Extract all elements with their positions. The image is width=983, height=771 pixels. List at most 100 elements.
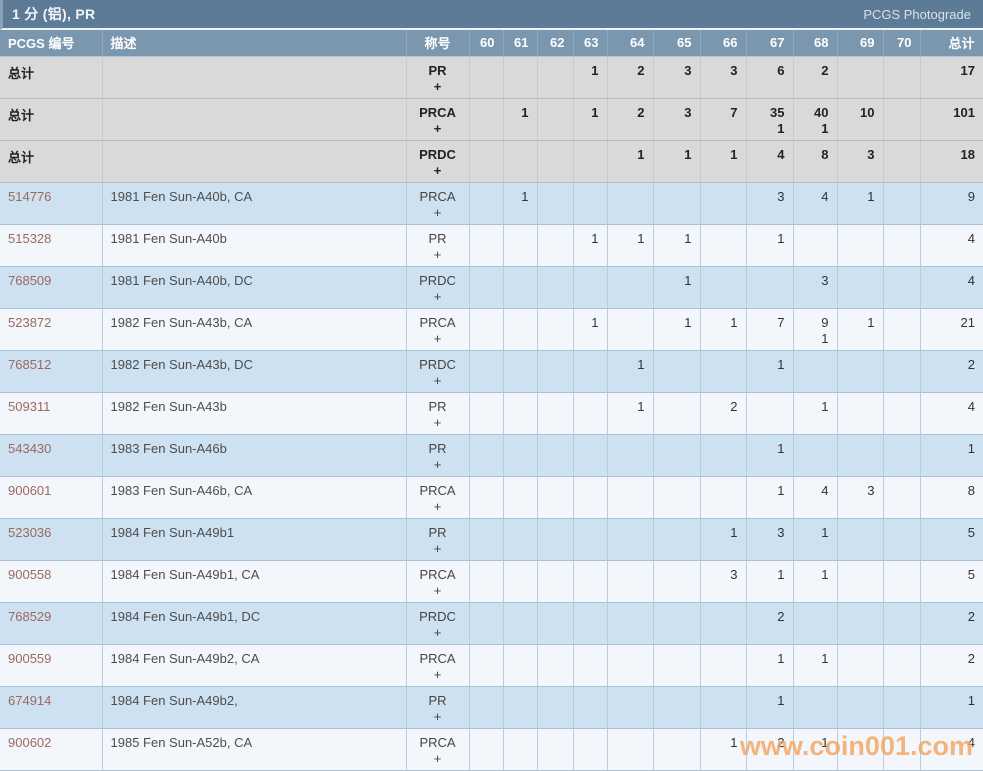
grade-cell-62 (536, 434, 574, 477)
grade-cell-66 (699, 434, 747, 477)
grade-cell-69: 3 (836, 140, 884, 183)
designation-cell: PRCA + (405, 308, 470, 351)
description-cell: 1984 Fen Sun-A49b1 (101, 518, 407, 561)
grade-cell-70 (882, 392, 921, 435)
designation-cell: PR + (405, 518, 470, 561)
grade-cell-65 (652, 560, 701, 603)
col-header-total: 总计 (920, 30, 983, 57)
grade-cell-68: 3 (792, 266, 838, 309)
grade-cell-68 (792, 434, 838, 477)
grade-cell-70 (882, 518, 921, 561)
grade-cell-63 (572, 686, 608, 729)
table-row: 674914 1984 Fen Sun-A49b2, PR + 1 1 (0, 686, 983, 729)
grade-cell-64: 1 (606, 350, 654, 393)
col-header-65: 65 (653, 30, 701, 57)
pcgs-number-link[interactable]: 509311 (8, 398, 51, 414)
grade-cell-66 (699, 350, 747, 393)
total-cell: 5 (919, 560, 983, 603)
description-cell: 1983 Fen Sun-A46b, CA (101, 476, 407, 519)
grade-cell-69 (836, 644, 884, 687)
grade-cell-66: 1 (699, 518, 747, 561)
grade-cell-63 (572, 728, 608, 771)
grade-cell-60 (468, 518, 504, 561)
pcgs-number-cell: 900602 (0, 728, 103, 771)
total-row: 总计 PRDC +1 1 1 4 8 3 18 (0, 140, 983, 183)
description-cell: 1984 Fen Sun-A49b1, DC (101, 602, 407, 645)
grade-cell-68: 1 (792, 728, 838, 771)
pcgs-number-link[interactable]: 523872 (8, 314, 52, 330)
grade-cell-70 (882, 560, 921, 603)
pcgs-number-link[interactable]: 523036 (8, 524, 52, 540)
table-row: 900602 1985 Fen Sun-A52b, CA PRCA + 1 2 1 4 (0, 728, 983, 771)
grade-cell-67: 1 (745, 434, 794, 477)
grade-cell-65 (652, 728, 701, 771)
grade-cell-70 (882, 728, 921, 771)
pcgs-photograde-link[interactable]: PCGS Photograde (863, 6, 971, 22)
grade-cell-67: 3 (745, 518, 794, 561)
pcgs-number-link[interactable]: 543430 (8, 440, 52, 456)
col-header-70: 70 (883, 30, 921, 57)
grade-cell-60 (468, 434, 504, 477)
grade-cell-68: 1 (792, 560, 838, 603)
grade-cell-63 (572, 434, 608, 477)
pcgs-number-link[interactable]: 900558 (8, 566, 52, 582)
total-cell: 18 (919, 140, 983, 183)
grade-cell-68 (792, 602, 838, 645)
grade-cell-60 (468, 182, 504, 225)
grade-cell-63: 1 (572, 56, 608, 99)
designation-cell: PRCA + (405, 728, 470, 771)
pcgs-number-link[interactable]: 900601 (8, 482, 52, 498)
designation-cell: PRCA + (405, 98, 470, 141)
grade-cell-65 (652, 434, 701, 477)
grade-cell-68: 8 (792, 140, 838, 183)
grade-cell-62 (536, 308, 574, 351)
pcgs-number-link[interactable]: 768509 (8, 272, 52, 288)
grade-cell-62 (536, 350, 574, 393)
grade-cell-61 (502, 728, 538, 771)
grade-cell-70 (882, 224, 921, 267)
total-label: 总计 (8, 107, 35, 123)
pcgs-number-link[interactable]: 515328 (8, 230, 52, 246)
grade-cell-66 (699, 476, 747, 519)
pcgs-number-cell: 523036 (0, 518, 103, 561)
designation-cell: PRDC + (405, 602, 470, 645)
grade-cell-65 (652, 476, 701, 519)
pcgs-number-link[interactable]: 514776 (8, 188, 52, 204)
grade-cell-63 (572, 392, 608, 435)
pcgs-number-link[interactable]: 674914 (8, 692, 52, 708)
total-cell: 8 (919, 476, 983, 519)
grade-cell-61 (502, 644, 538, 687)
grade-cell-67 (745, 392, 794, 435)
col-header-67: 67 (746, 30, 794, 57)
description-cell: 1982 Fen Sun-A43b, DC (101, 350, 407, 393)
grade-cell-60 (468, 728, 504, 771)
grade-cell-65: 1 (652, 224, 701, 267)
description-cell: 1982 Fen Sun-A43b, CA (101, 308, 407, 351)
designation-cell: PR + (405, 434, 470, 477)
table-row: 509311 1982 Fen Sun-A43b PR + 1 2 1 4 (0, 392, 983, 435)
grade-cell-63 (572, 518, 608, 561)
total-row: 总计 PRCA +1 1 2 3 7 35 1 40 1 10 101 (0, 98, 983, 141)
grade-cell-67: 1 (745, 644, 794, 687)
pcgs-number-link[interactable]: 768512 (8, 356, 52, 372)
pcgs-number-cell: 768512 (0, 350, 103, 393)
pcgs-number-link[interactable]: 768529 (8, 608, 52, 624)
grade-cell-64 (606, 560, 654, 603)
col-header-69: 69 (837, 30, 884, 57)
description-cell: 1985 Fen Sun-A52b, CA (101, 728, 407, 771)
grade-cell-62 (536, 392, 574, 435)
grade-cell-63: 1 (572, 98, 608, 141)
grade-cell-64 (606, 728, 654, 771)
total-cell: 2 (919, 602, 983, 645)
total-cell: 5 (919, 518, 983, 561)
grade-cell-60 (468, 224, 504, 267)
grade-cell-60 (468, 560, 504, 603)
grade-cell-67: 4 (745, 140, 794, 183)
table-row: 523872 1982 Fen Sun-A43b, CA PRCA +1 1 1 7 9 1 1 2… (0, 308, 983, 351)
grade-cell-60 (468, 686, 504, 729)
grade-cell-70 (882, 686, 921, 729)
designation-cell: PRDC + (405, 350, 470, 393)
pcgs-number-link[interactable]: 900602 (8, 734, 52, 750)
grade-cell-60 (468, 476, 504, 519)
pcgs-number-link[interactable]: 900559 (8, 650, 52, 666)
